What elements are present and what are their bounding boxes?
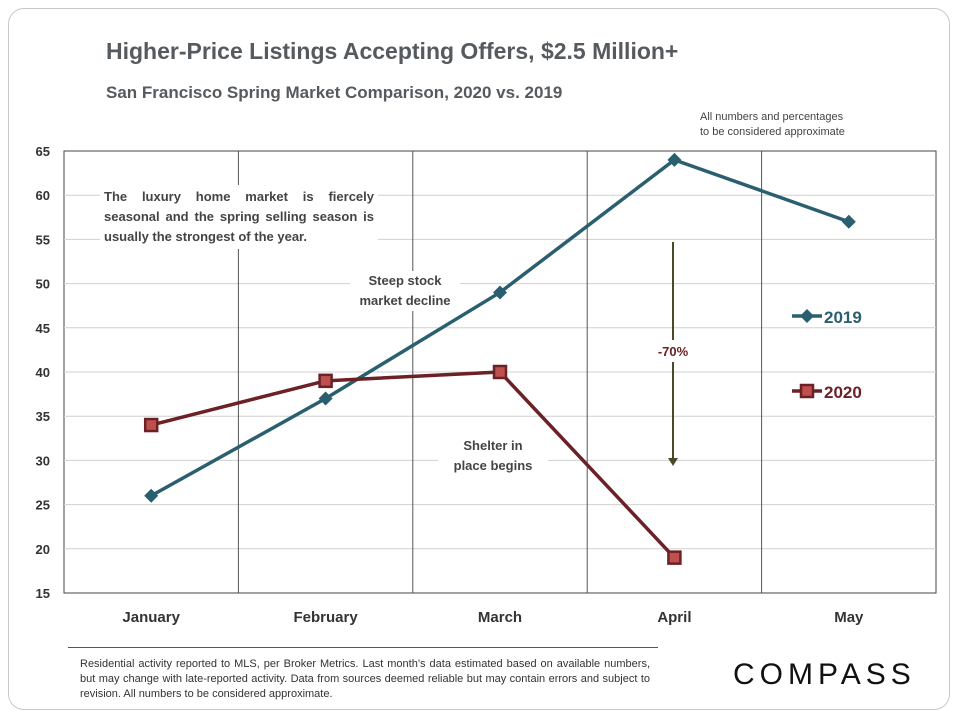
y-tick-label-60: 60 [36, 188, 50, 203]
compass-logo: COMPASS [733, 658, 916, 691]
y-tick-label-25: 25 [36, 498, 50, 513]
approximation-note-line-2: to be considered approximate [700, 126, 845, 138]
x-tick-label-february: February [293, 609, 358, 626]
annotation-shelter-line-2: place begins [453, 458, 533, 473]
y-tick-label-55: 55 [36, 232, 50, 247]
data-point-2020-february [318, 373, 333, 389]
legend-label-2019: 2019 [824, 308, 862, 327]
approximation-note-line-1: All numbers and percentages [700, 111, 844, 123]
decline-label-bg [651, 340, 695, 362]
x-tick-label-march: March [478, 609, 522, 626]
legend-label-2020: 2020 [824, 383, 862, 402]
y-tick-label-30: 30 [36, 453, 50, 468]
data-point-2020-january [143, 417, 159, 433]
annotation-luxury-seasonal: The luxury home market is fiercely seaso… [100, 185, 378, 249]
y-tick-label-15: 15 [36, 586, 50, 601]
decline-percent-label: -70% [658, 344, 689, 359]
y-tick-label-50: 50 [36, 277, 50, 292]
footnote-divider [68, 647, 658, 648]
data-point-2019-january [144, 488, 159, 503]
y-tick-label-45: 45 [36, 321, 50, 336]
data-point-2019-april [667, 152, 682, 167]
legend-marker-2019 [800, 309, 814, 323]
data-point-2020-april [667, 550, 682, 565]
x-tick-label-april: April [657, 609, 691, 626]
y-tick-label-20: 20 [36, 542, 50, 557]
annotation-shelter-line-1: Shelter in [463, 438, 523, 453]
data-point-2019-february [318, 391, 333, 406]
data-point-2019-may [841, 214, 856, 229]
data-point-2019-march [493, 285, 507, 300]
x-tick-label-may: May [834, 609, 864, 626]
chart-title: Higher-Price Listings Accepting Offers, … [106, 38, 679, 64]
y-tick-label-35: 35 [36, 409, 50, 424]
chart-subtitle: San Francisco Spring Market Comparison, … [106, 83, 563, 102]
x-tick-label-january: January [122, 609, 180, 626]
y-tick-label-40: 40 [36, 365, 50, 380]
annotation-shelter-in-place: Shelter in place begins [438, 436, 548, 476]
y-tick-label-65: 65 [36, 144, 50, 159]
legend-marker-2020 [799, 383, 815, 399]
footnote: Residential activity reported to MLS, pe… [80, 658, 650, 700]
data-point-2020-march [492, 364, 508, 380]
annotation-stock-decline: Steep stock market decline [350, 271, 460, 311]
series-line-2020 [150, 370, 676, 559]
decline-arrowhead [668, 458, 678, 466]
approximation-note: All numbers and percentages to be consid… [700, 110, 940, 140]
annotation-stock-line-2: market decline [359, 293, 451, 308]
annotation-stock-line-1: Steep stock [368, 273, 442, 288]
